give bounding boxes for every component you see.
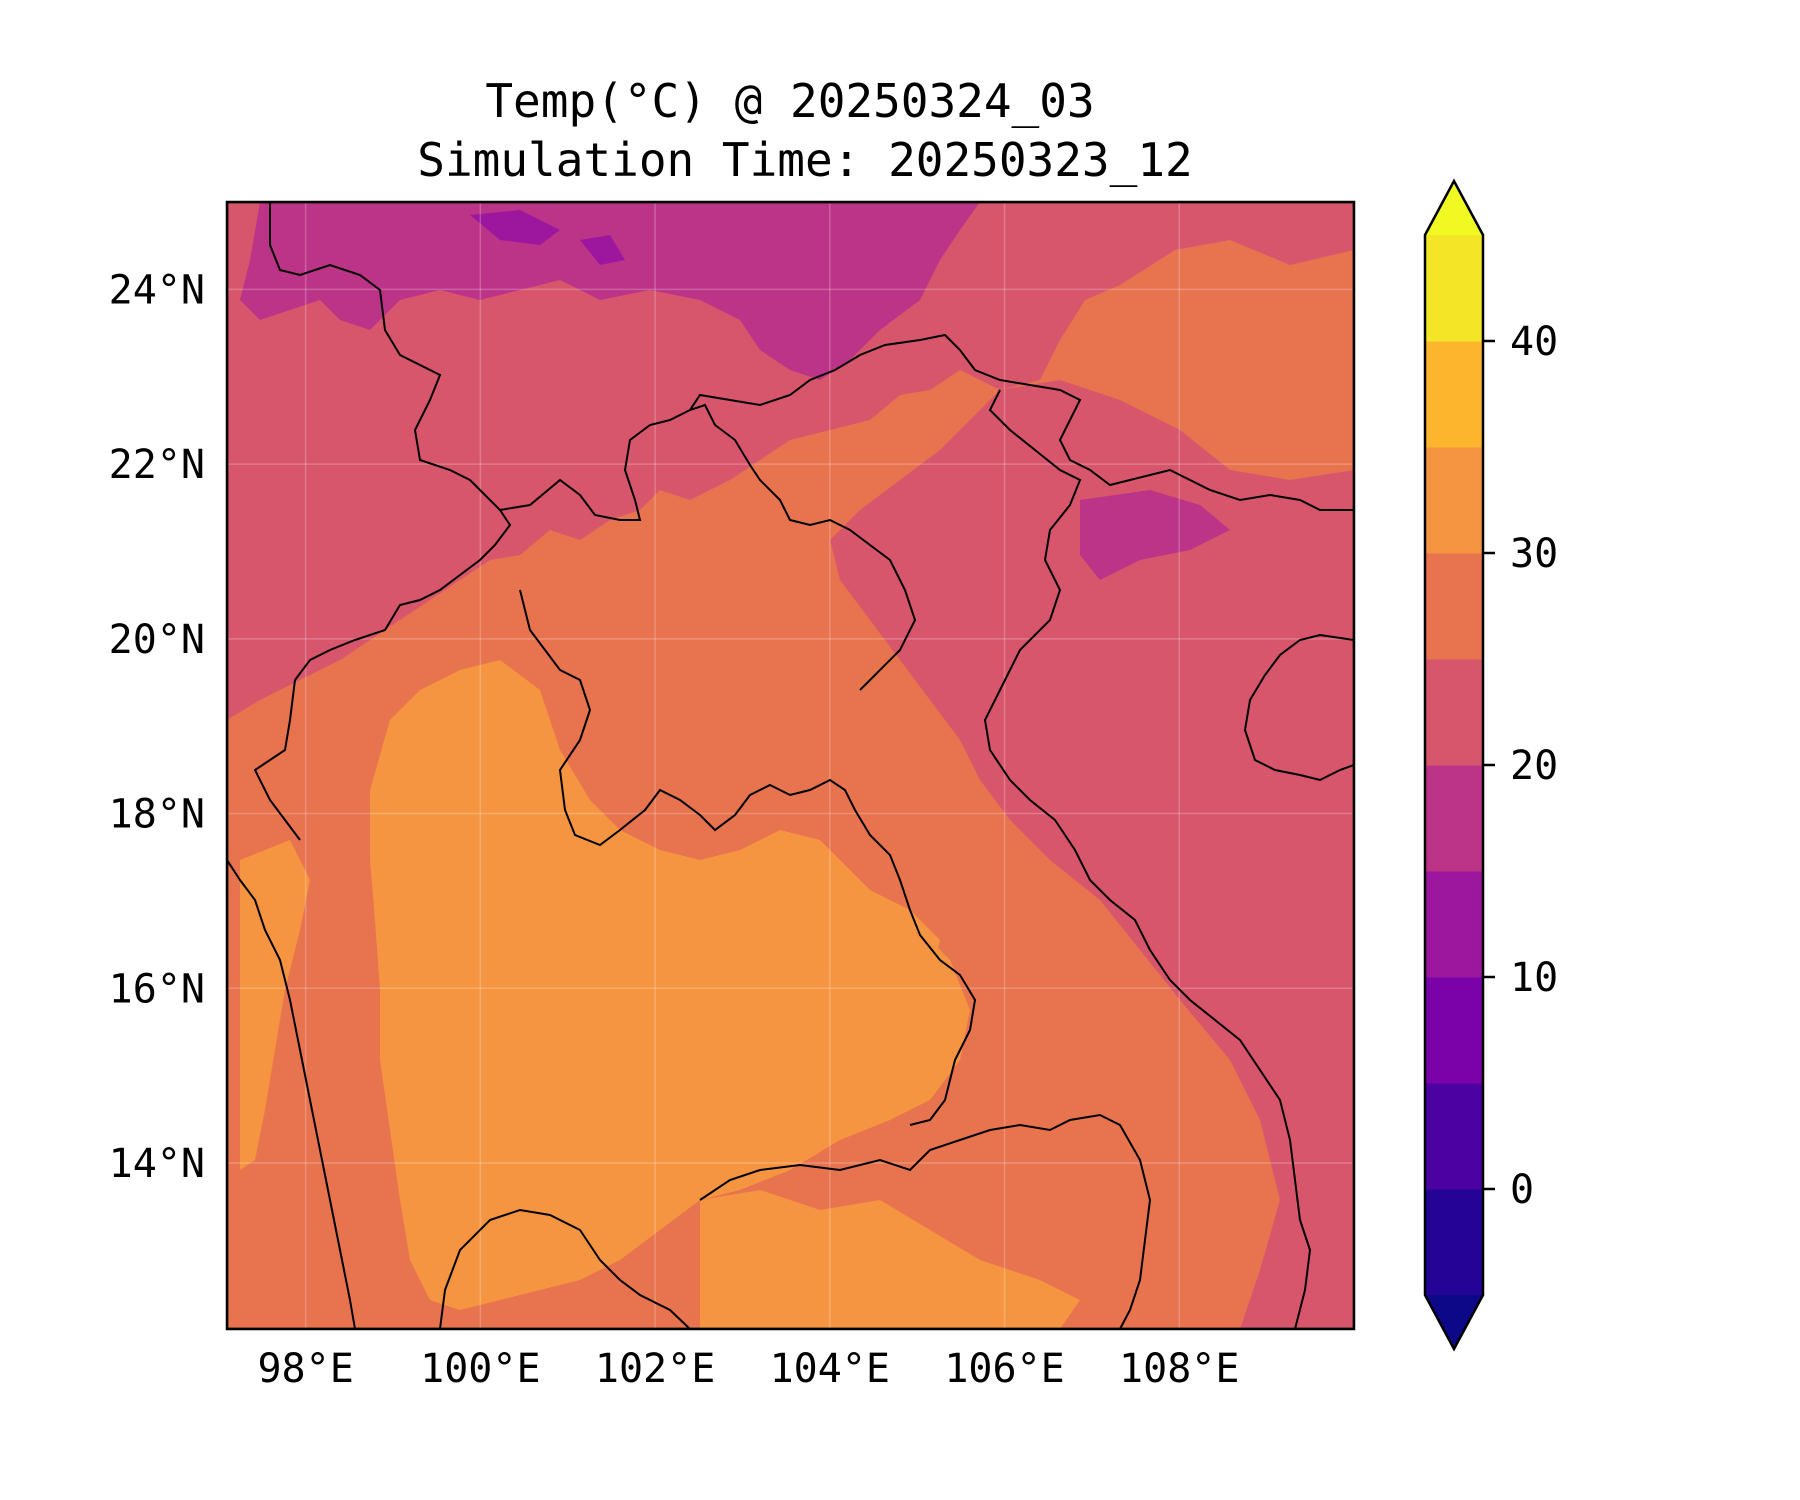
colorbar xyxy=(1423,178,1485,1352)
warm-region-west xyxy=(240,840,310,1170)
colorbar-tick-labels: 0 10 20 30 40 xyxy=(1483,319,1558,1213)
colorbar-segment xyxy=(1425,871,1483,978)
cool-region-north xyxy=(227,202,1354,720)
lon-tick-label: 106°E xyxy=(944,1346,1064,1392)
colorbar-outline xyxy=(1423,178,1485,1352)
lon-tick-label: 104°E xyxy=(770,1346,890,1392)
cold-highlands xyxy=(240,202,980,380)
colorbar-segment xyxy=(1425,447,1483,554)
gulf-of-thailand-coast xyxy=(439,1208,691,1329)
colorbar-tick-label: 30 xyxy=(1510,531,1558,577)
hainan-coast xyxy=(1243,633,1354,782)
lon-tick-label: 100°E xyxy=(420,1346,540,1392)
title-line-1: Temp(°C) @ 20250324_03 xyxy=(485,74,1094,128)
colorbar-segment xyxy=(1425,977,1483,1084)
colorbar-segment xyxy=(1425,235,1483,342)
warm-region-mid xyxy=(760,870,940,990)
lat-tick-label: 24°N xyxy=(109,267,205,313)
colorbar-tick-label: 40 xyxy=(1510,319,1558,365)
lat-tick-label: 14°N xyxy=(109,1141,205,1187)
lat-tick-label: 16°N xyxy=(109,966,205,1012)
lon-tick-label: 102°E xyxy=(595,1346,715,1392)
cool-region-east xyxy=(830,380,1354,1329)
coastlines-and-borders xyxy=(227,202,1354,1329)
colorbar-over-arrow xyxy=(1425,181,1483,235)
map-frame-outline xyxy=(225,200,1356,1331)
thailand-laos-border xyxy=(519,589,977,1126)
longitude-tick-labels: 98°E 100°E 102°E 104°E 106°E 108°E xyxy=(257,1346,1239,1392)
warm-region-interior xyxy=(370,660,970,1310)
colorbar-segment xyxy=(1425,1083,1483,1190)
laos-border xyxy=(253,509,512,841)
country-border-north xyxy=(269,202,917,691)
lon-tick-label: 98°E xyxy=(257,1346,353,1392)
colorbar-segment xyxy=(1425,341,1483,448)
cambodia-border xyxy=(699,1113,1152,1329)
vietnam-china-border xyxy=(689,333,1354,511)
colorbar-tick-label: 10 xyxy=(1510,955,1558,1001)
title-line-2: Simulation Time: 20250323_12 xyxy=(417,133,1192,187)
colorbar-segment xyxy=(1425,765,1483,872)
lon-tick-label: 108°E xyxy=(1119,1346,1239,1392)
myanmar-west-coast xyxy=(227,859,356,1329)
warm-region-south xyxy=(700,1190,1080,1329)
colorbar-segment xyxy=(1425,1189,1483,1296)
gridlines xyxy=(227,202,1354,1329)
colorbar-under-arrow xyxy=(1425,1295,1483,1349)
vietnam-coast xyxy=(983,389,1312,1329)
lat-tick-label: 22°N xyxy=(109,442,205,488)
colorbar-tick-label: 20 xyxy=(1510,743,1558,789)
latitude-tick-labels: 24°N 22°N 20°N 18°N 16°N 14°N xyxy=(109,267,205,1187)
lat-tick-label: 20°N xyxy=(109,617,205,663)
colorbar-segment xyxy=(1425,659,1483,766)
cold-core xyxy=(470,210,625,265)
lat-tick-label: 18°N xyxy=(109,792,205,838)
colorbar-segment xyxy=(1425,553,1483,660)
colorbar-tick-label: 0 xyxy=(1510,1167,1534,1213)
cold-spot xyxy=(1080,490,1230,580)
temperature-map xyxy=(227,202,1354,1329)
